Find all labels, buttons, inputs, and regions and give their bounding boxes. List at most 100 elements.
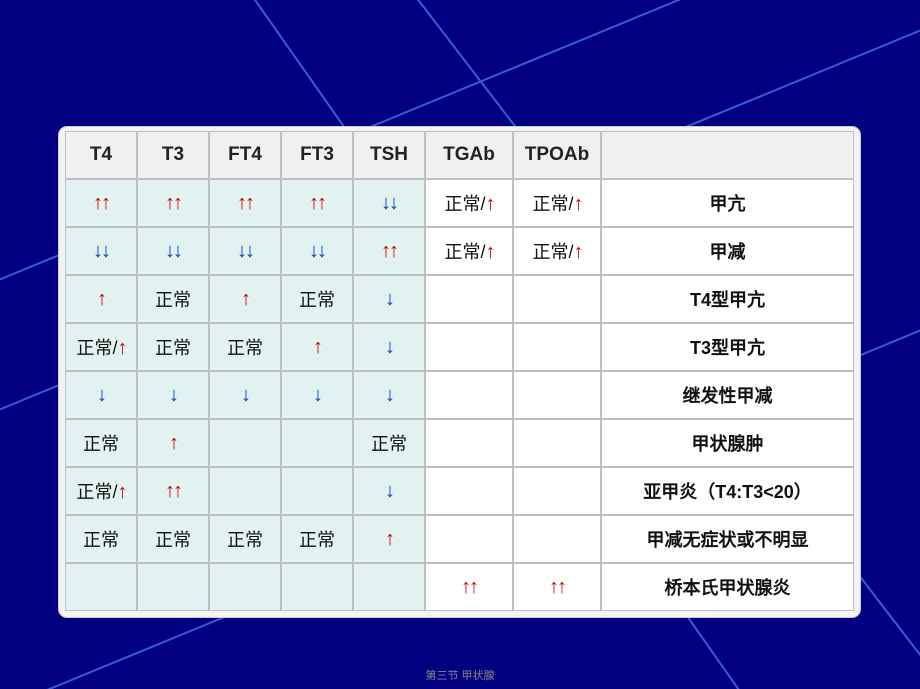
diagnosis-cell: 甲亢 (601, 179, 854, 227)
thyroid-table-container: T4 T3 FT4 FT3 TSH TGAb TPOAb ↑↑↑↑↑↑↑↑↓↓正… (59, 127, 860, 617)
cell-mixed: 正常/↑ (532, 242, 581, 262)
table-cell: ↑↑ (137, 467, 209, 515)
table-cell (281, 419, 353, 467)
up-arrow-icon: ↑↑ (381, 240, 397, 262)
cell-text: 正常/ (444, 242, 485, 262)
cell-text: 正常/ (76, 338, 117, 358)
up-arrow-icon: ↑↑ (549, 576, 565, 598)
up-arrow-icon: ↑ (486, 193, 494, 215)
cell-mixed: 正常/↑ (444, 242, 493, 262)
table-cell: ↓↓ (65, 227, 137, 275)
down-arrow-icon: ↓↓ (309, 240, 325, 262)
table-cell (513, 515, 601, 563)
cell-mixed: 正常/↑ (76, 482, 125, 502)
down-arrow-icon: ↓↓ (237, 240, 253, 262)
up-arrow-icon: ↑ (97, 288, 105, 310)
table-cell (513, 275, 601, 323)
table-row: 正常/↑↑↑↓亚甲炎（T4:T3<20） (65, 467, 854, 515)
table-cell: ↓ (65, 371, 137, 419)
table-header-row: T4 T3 FT4 FT3 TSH TGAb TPOAb (65, 131, 854, 179)
table-cell: ↑ (209, 275, 281, 323)
down-arrow-icon: ↓ (385, 336, 393, 358)
table-cell: ↓ (353, 323, 425, 371)
table-cell: 正常 (281, 275, 353, 323)
cell-text: 正常/ (76, 482, 117, 502)
col-header-t4: T4 (65, 131, 137, 179)
table-cell: 正常/↑ (513, 179, 601, 227)
cell-text: 正常 (155, 338, 191, 358)
table-row: ↑正常↑正常↓T4型甲亢 (65, 275, 854, 323)
diagnosis-cell: 甲减无症状或不明显 (601, 515, 854, 563)
table-cell: 正常/↑ (425, 179, 513, 227)
down-arrow-icon: ↓ (241, 384, 249, 406)
table-cell: ↓ (137, 371, 209, 419)
table-cell: 正常 (137, 323, 209, 371)
table-cell: ↓ (353, 467, 425, 515)
up-arrow-icon: ↑ (574, 193, 582, 215)
table-cell: 正常 (209, 515, 281, 563)
table-cell: 正常/↑ (425, 227, 513, 275)
table-cell: 正常/↑ (513, 227, 601, 275)
table-cell: 正常/↑ (65, 467, 137, 515)
cell-text: 正常 (155, 530, 191, 550)
table-cell: ↓ (353, 275, 425, 323)
table-cell: 正常 (137, 515, 209, 563)
up-arrow-icon: ↑↑ (309, 192, 325, 214)
table-cell (513, 371, 601, 419)
table-cell: ↑↑ (65, 179, 137, 227)
down-arrow-icon: ↓ (385, 480, 393, 502)
table-cell: 正常 (353, 419, 425, 467)
thyroid-diagnosis-table: T4 T3 FT4 FT3 TSH TGAb TPOAb ↑↑↑↑↑↑↑↑↓↓正… (65, 131, 854, 611)
up-arrow-icon: ↑↑ (237, 192, 253, 214)
cell-text: 正常 (227, 530, 263, 550)
table-cell: ↑ (281, 323, 353, 371)
cell-text: 正常/ (532, 194, 573, 214)
down-arrow-icon: ↓ (97, 384, 105, 406)
down-arrow-icon: ↓ (385, 288, 393, 310)
table-cell: 正常 (137, 275, 209, 323)
cell-mixed: 正常/↑ (444, 194, 493, 214)
table-row: 正常 正常 正常 正常 ↑ 甲减无症状或不明显 (65, 515, 854, 563)
table-cell: 正常 (209, 323, 281, 371)
table-cell (425, 467, 513, 515)
up-arrow-icon: ↑ (118, 481, 126, 503)
up-arrow-icon: ↑↑ (165, 480, 181, 502)
up-arrow-icon: ↑ (574, 241, 582, 263)
up-arrow-icon: ↑↑ (93, 192, 109, 214)
cell-text: 正常 (371, 434, 407, 454)
col-header-tgab: TGAb (425, 131, 513, 179)
down-arrow-icon: ↓ (313, 384, 321, 406)
table-cell: 正常/↑ (65, 323, 137, 371)
cell-text: 正常 (299, 290, 335, 310)
table-cell (425, 323, 513, 371)
table-cell (281, 563, 353, 611)
diagnosis-cell: 亚甲炎（T4:T3<20） (601, 467, 854, 515)
table-cell: ↑↑ (513, 563, 601, 611)
table-cell: ↑↑ (209, 179, 281, 227)
diagnosis-cell: 甲减 (601, 227, 854, 275)
cell-text: 正常 (299, 530, 335, 550)
cell-text: 正常 (83, 530, 119, 550)
diagnosis-cell: 继发性甲减 (601, 371, 854, 419)
table-cell (513, 419, 601, 467)
table-cell: ↑↑ (353, 227, 425, 275)
cell-text: 正常/ (532, 242, 573, 262)
table-cell: ↓↓ (353, 179, 425, 227)
up-arrow-icon: ↑ (313, 336, 321, 358)
up-arrow-icon: ↑ (385, 528, 393, 550)
table-cell (65, 563, 137, 611)
table-row: ↓ ↓ ↓ ↓ ↓ 继发性甲减 (65, 371, 854, 419)
down-arrow-icon: ↓ (385, 384, 393, 406)
col-header-diagnosis (601, 131, 854, 179)
table-cell: ↓ (281, 371, 353, 419)
up-arrow-icon: ↑ (118, 337, 126, 359)
table-cell: ↑↑ (281, 179, 353, 227)
table-cell: ↓ (209, 371, 281, 419)
table-cell (209, 419, 281, 467)
up-arrow-icon: ↑↑ (461, 576, 477, 598)
table-cell: ↓↓ (209, 227, 281, 275)
down-arrow-icon: ↓↓ (165, 240, 181, 262)
table-cell (137, 563, 209, 611)
table-cell: ↑ (353, 515, 425, 563)
cell-text: 正常 (83, 434, 119, 454)
